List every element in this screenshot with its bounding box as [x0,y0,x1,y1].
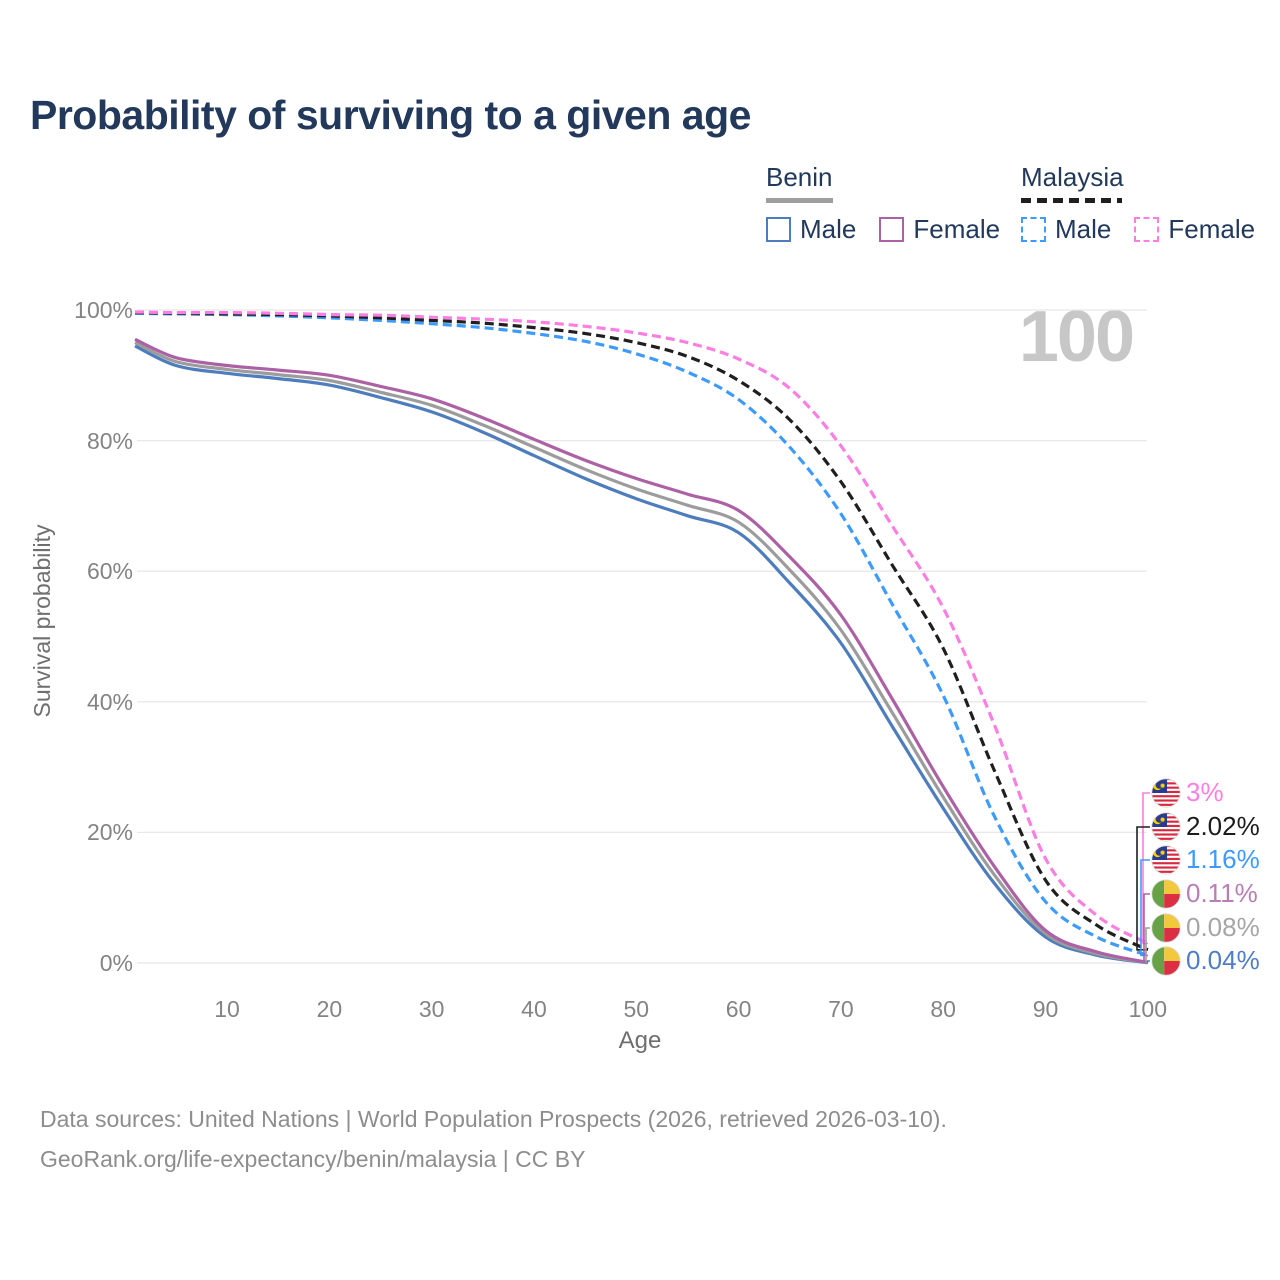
curve-benin-female [134,337,1149,964]
source-line-1: Data sources: United Nations | World Pop… [40,1106,947,1132]
legend-solid-line-swatch [766,198,833,203]
x-tick-label: 70 [828,996,854,1022]
legend-country-label: Benin [766,162,833,192]
x-tick-label: 50 [623,996,650,1022]
legend-swatch-malaysia-female[interactable] [1134,216,1160,242]
x-tick-label: 20 [316,996,343,1022]
end-label-benin-male: 0.04% [1186,945,1260,975]
benin-flag-icon [1151,879,1181,909]
leader-line [1145,927,1150,964]
x-tick-label: 60 [725,996,752,1022]
malaysia-flag-icon [1151,778,1181,808]
x-tick-label: 100 [1128,996,1167,1022]
curve-malaysia-female [134,310,1149,945]
end-label-malaysia-both-sexes: 2.02% [1186,811,1260,841]
page-title: Probability of surviving to a given age [30,92,751,138]
source-line-2: GeoRank.org/life-expectancy/benin/malays… [40,1146,586,1172]
malaysia-flag-icon [1151,845,1181,875]
x-tick-label: 90 [1032,996,1059,1022]
legend-swatch-benin-female[interactable] [879,216,905,242]
end-label-malaysia-male: 1.16% [1186,844,1260,874]
end-label-benin-female: 0.11% [1186,878,1258,908]
benin-flag-icon [1151,913,1181,943]
x-tick-label: 80 [930,996,956,1022]
y-tick-label: 60% [86,558,133,585]
end-label-benin-both-sexes: 0.08% [1186,912,1260,942]
legend-group-malaysia: Malaysia Male Female [1021,162,1269,245]
y-axis-title: Survival probability [29,524,55,718]
legend-item-benin-male[interactable]: Male [800,213,857,244]
curve-malaysia-both-sexes [134,311,1149,952]
leader-line [1136,826,1150,951]
y-tick-label: 20% [86,819,133,846]
legend-item-malaysia-female[interactable]: Female [1168,213,1256,244]
curve-benin-male [134,344,1149,965]
x-tick-label: 40 [521,996,547,1022]
y-tick-label: 40% [86,688,133,715]
legend-dashed-line-swatch [1021,198,1122,203]
benin-flag-icon [1151,946,1181,976]
malaysia-flag-icon [1151,812,1181,842]
x-axis-title: Age [618,1027,662,1054]
curve-malaysia-male [134,311,1149,957]
x-tick-label: 10 [214,996,240,1022]
x-tick-label: 30 [418,996,445,1022]
legend-item-malaysia-male[interactable]: Male [1055,213,1112,244]
y-tick-label: 100% [74,297,133,323]
legend-swatch-benin-male[interactable] [766,216,791,242]
y-tick-label: 80% [86,427,133,454]
legend-group-benin: Benin Male Female [766,162,1014,245]
leader-line [1146,960,1150,964]
curve-benin-both-sexes [134,341,1149,965]
legend-item-benin-female[interactable]: Female [913,213,1001,244]
end-label-malaysia-female: 3% [1186,777,1224,807]
legend-swatch-malaysia-male[interactable] [1021,216,1046,242]
y-tick-label: 0% [99,950,133,976]
legend-country-label: Malaysia [1021,162,1124,192]
